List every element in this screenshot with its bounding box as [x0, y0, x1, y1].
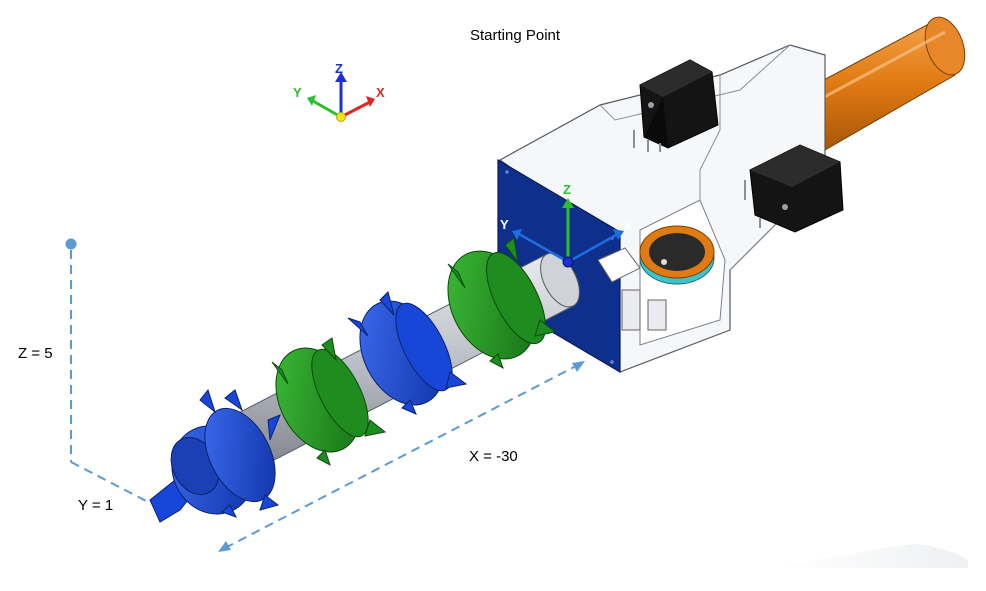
- global-triad: Z X Y: [293, 61, 385, 122]
- orange-tube: [804, 16, 966, 151]
- local-triad: Z X Y: [500, 182, 633, 268]
- blue-gear-tip: [149, 388, 281, 523]
- x-offset-label: X = -30: [469, 448, 518, 465]
- global-y-axis-label: Y: [293, 85, 302, 100]
- local-z-axis-label: Z: [563, 182, 571, 197]
- local-y-axis-label: Y: [500, 217, 509, 232]
- floor-shadow: [775, 544, 968, 568]
- x-dimension-line: [224, 364, 579, 549]
- right-servo: [744, 144, 844, 233]
- title-label: Starting Point: [470, 27, 561, 44]
- dimension-lines: [70, 250, 579, 549]
- blue-gear-middle: [347, 291, 468, 415]
- global-z-axis-label: Z: [335, 61, 343, 76]
- green-gear-front: [271, 337, 387, 467]
- green-gear-back: [447, 237, 557, 370]
- x-dimension-arrow-end: [572, 361, 585, 372]
- local-x-axis-label: X: [624, 218, 633, 233]
- upper-servo: [633, 59, 719, 152]
- y-offset-label: Y = 1: [78, 497, 113, 514]
- x-dimension-arrow-start: [218, 541, 231, 552]
- white-housing: [498, 44, 826, 373]
- z-dimension-endpoint: [65, 238, 77, 250]
- global-x-axis-label: X: [376, 85, 385, 100]
- z-offset-label: Z = 5: [18, 345, 53, 362]
